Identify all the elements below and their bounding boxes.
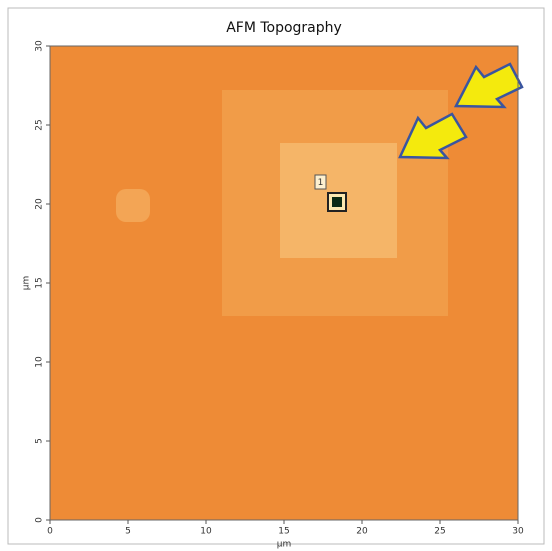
y-tick-label: 10 bbox=[35, 356, 45, 368]
annotation: 1 bbox=[318, 178, 324, 188]
x-tick-label: 15 bbox=[278, 527, 289, 537]
arrow bbox=[398, 112, 468, 160]
marker-core bbox=[332, 197, 342, 207]
y-axis-label: µm bbox=[22, 276, 32, 291]
x-tick-label: 30 bbox=[512, 527, 524, 537]
chart-title: AFM Topography bbox=[226, 20, 342, 36]
x-tick-label: 5 bbox=[125, 527, 131, 537]
y-tick-label: 5 bbox=[35, 438, 45, 444]
label-box bbox=[314, 174, 327, 190]
arrow bbox=[453, 62, 524, 109]
x-axis-label: µm bbox=[277, 540, 292, 550]
afm-image: 1 bbox=[50, 46, 524, 520]
spot bbox=[116, 189, 150, 222]
x-tick-label: 20 bbox=[356, 527, 368, 537]
x-tick-label: 25 bbox=[434, 527, 445, 537]
x-tick-label: 10 bbox=[200, 527, 212, 537]
y-tick-label: 15 bbox=[35, 277, 45, 288]
y-tick-label: 0 bbox=[35, 517, 45, 523]
y-tick-label: 25 bbox=[35, 119, 45, 130]
y-tick-label: 20 bbox=[35, 198, 45, 210]
y-tick-label: 30 bbox=[35, 40, 45, 52]
x-tick-label: 0 bbox=[47, 527, 53, 537]
